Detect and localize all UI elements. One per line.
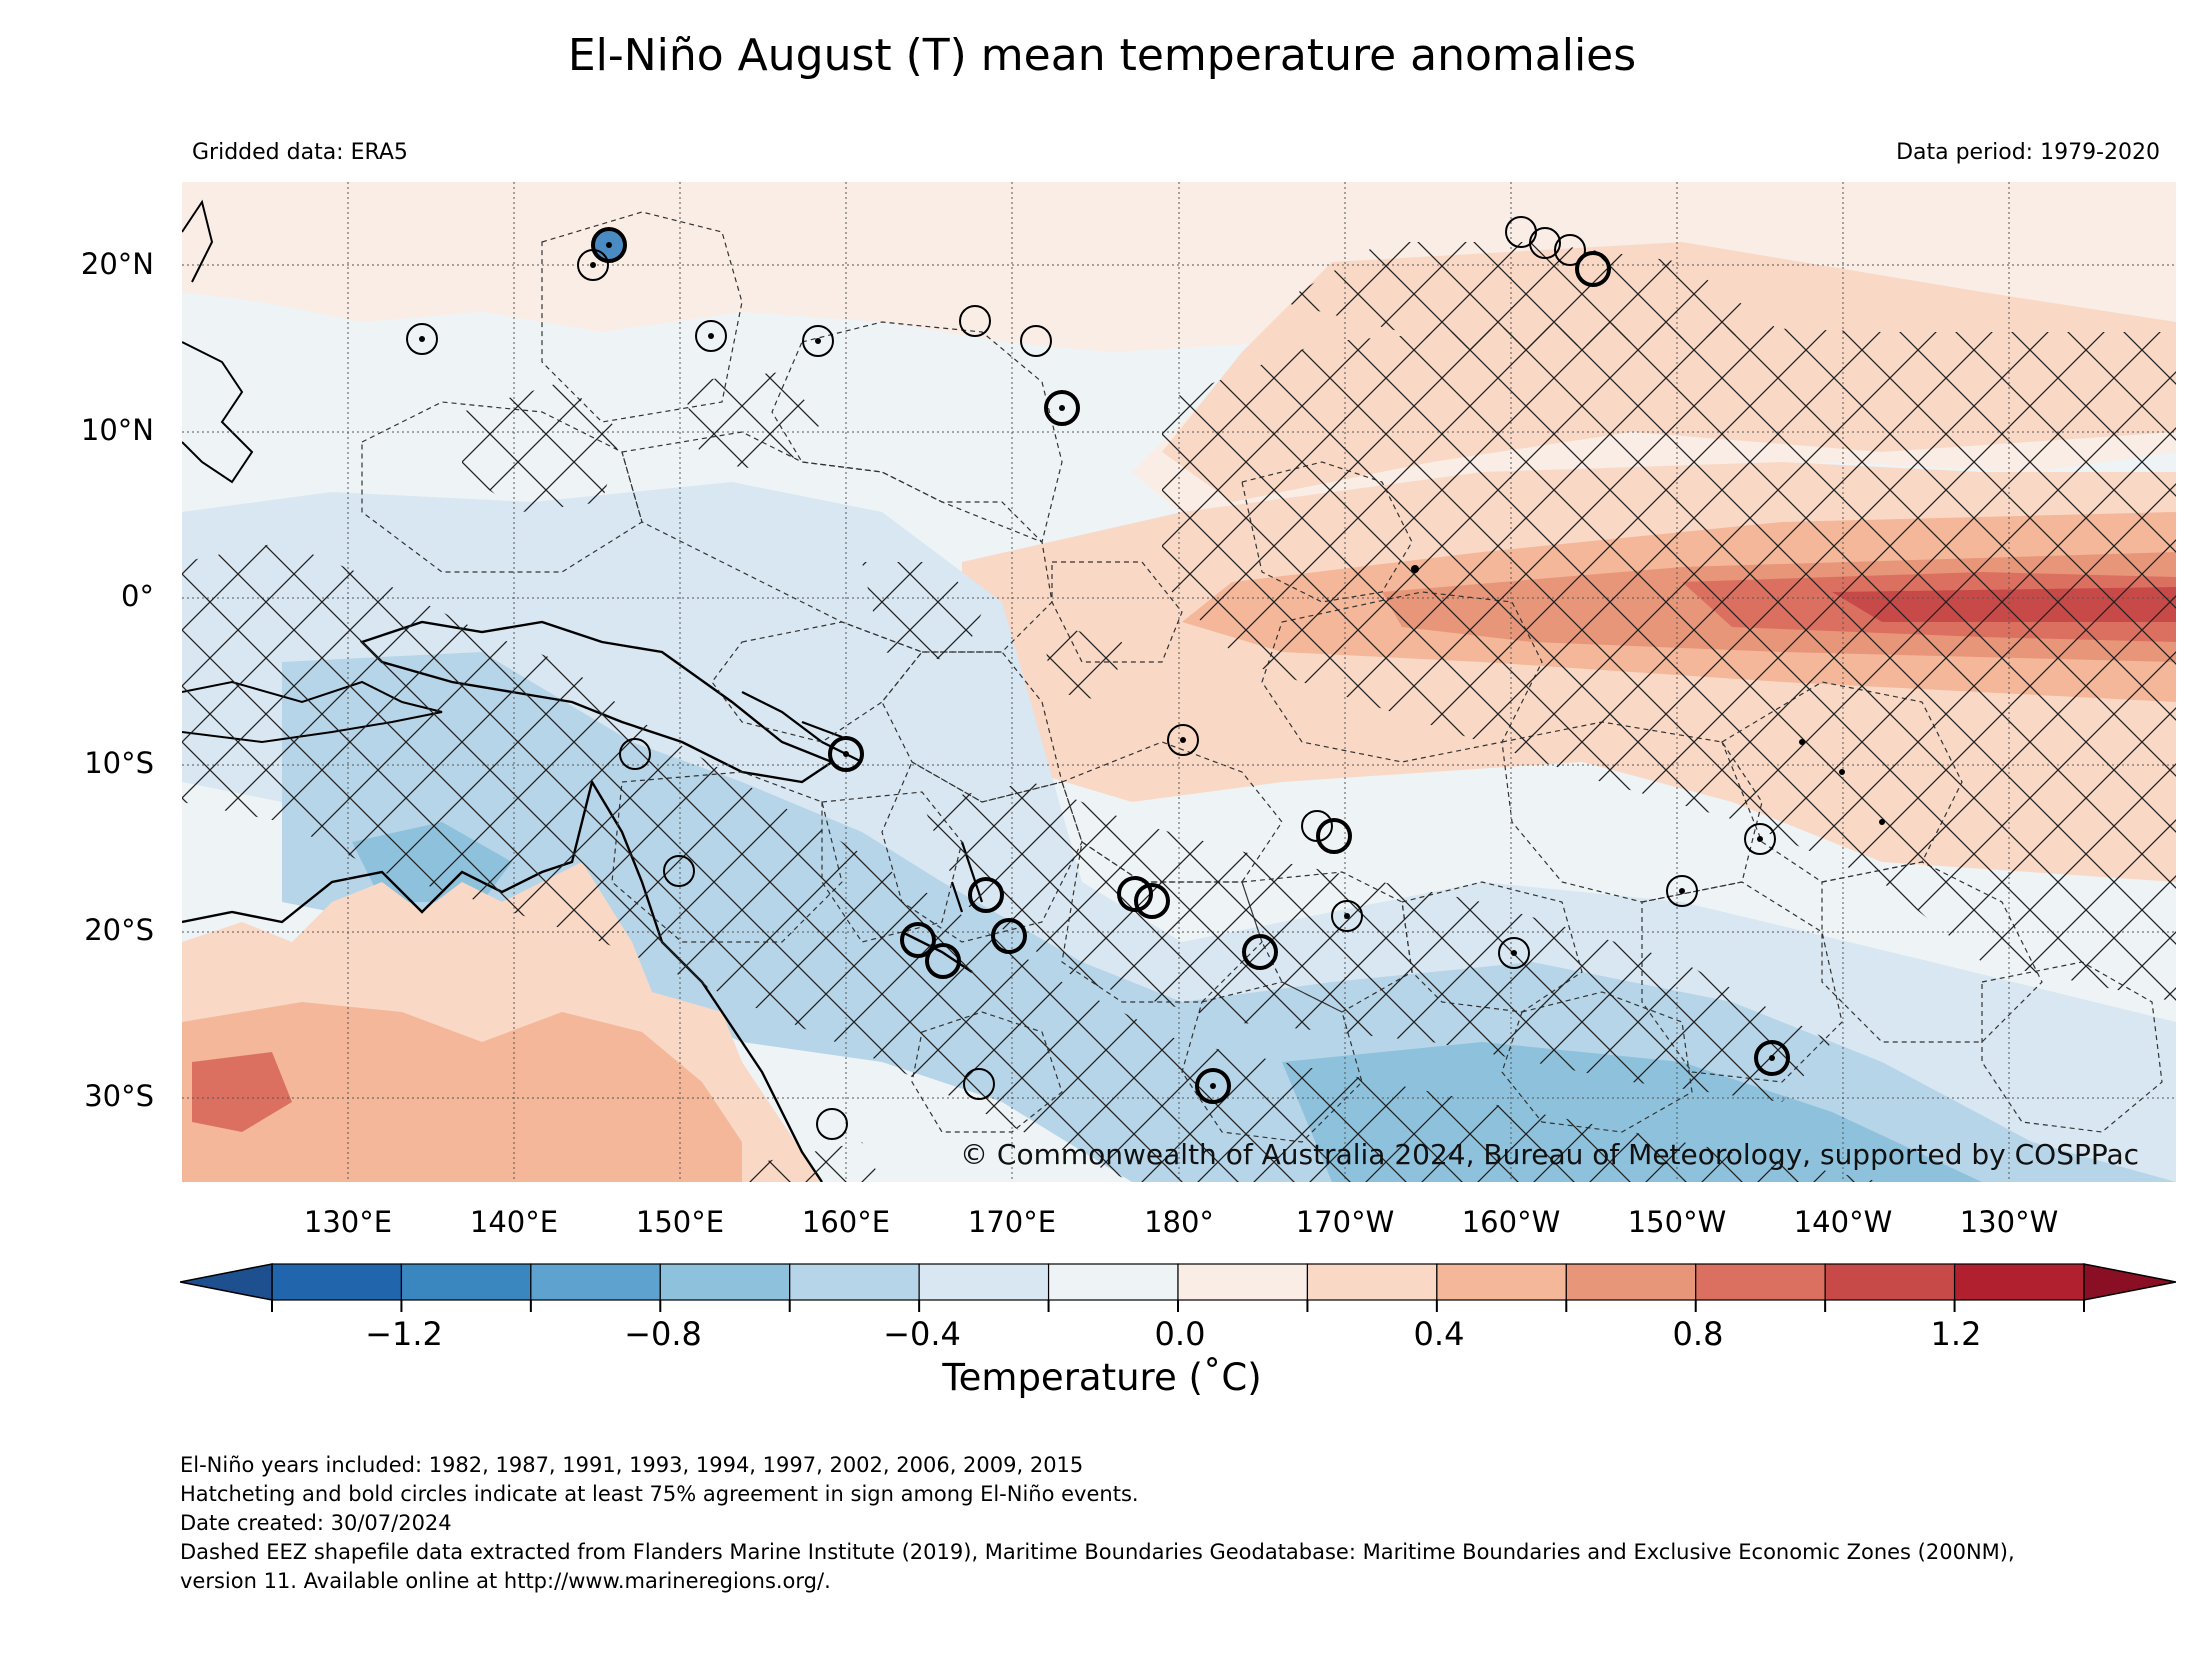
colorbar-bin [1824, 1263, 1956, 1301]
lon-label: 170°W [1295, 1205, 1395, 1239]
island-marker [816, 1108, 848, 1140]
footnote-date: Date created: 30/07/2024 [180, 1511, 452, 1535]
colorbar-tick-label: 0.4 [1413, 1315, 1465, 1353]
island-marker [1744, 823, 1776, 855]
lon-label: 160°E [801, 1205, 891, 1239]
island-marker-bold [968, 877, 1004, 913]
agreement-hatching [182, 242, 2176, 1182]
lon-label: 150°W [1627, 1205, 1727, 1239]
island-marker-bold [900, 922, 936, 958]
colorbar-bin [1047, 1263, 1179, 1301]
colorbar-label: Temperature (˚C) [942, 1356, 1262, 1399]
colorbar-under-arrow [180, 1263, 273, 1301]
lon-label: 140°W [1793, 1205, 1893, 1239]
colorbar-tick-label: −0.4 [883, 1315, 961, 1353]
colorbar-tick-label: 0.0 [1154, 1315, 1206, 1353]
island-marker [959, 305, 991, 337]
island-marker [1666, 875, 1698, 907]
solomon-islands [741, 691, 863, 763]
footnote-eez-source: Dashed EEZ shapefile data extracted from… [180, 1540, 2015, 1564]
island-marker [1498, 937, 1530, 969]
colorbar-bin [1565, 1263, 1697, 1301]
lon-label: 170°E [967, 1205, 1057, 1239]
lat-label-30s: 30°S [84, 1079, 154, 1113]
island-marker-bold [1754, 1040, 1790, 1076]
lon-label: 140°E [469, 1205, 559, 1239]
colorbar-bin [659, 1263, 791, 1301]
lat-label-10s: 10°S [84, 746, 154, 780]
gridded-data-label: Gridded data: ERA5 [192, 140, 408, 165]
colorbar-tick-label: 0.8 [1672, 1315, 1724, 1353]
lon-label: 150°E [635, 1205, 725, 1239]
lon-label: 160°W [1461, 1205, 1561, 1239]
island-marker [619, 738, 651, 770]
island-marker [1554, 234, 1586, 266]
island-marker [963, 1068, 995, 1100]
island-marker [802, 325, 834, 357]
island-marker-bold [991, 918, 1027, 954]
lon-label: 130°E [303, 1205, 393, 1239]
colorbar-tick-label: −0.8 [624, 1315, 702, 1353]
footnote-hatching: Hatcheting and bold circles indicate at … [180, 1482, 1139, 1506]
lon-label: 180° [1144, 1205, 1214, 1239]
island-marker-bold [1195, 1068, 1231, 1104]
colorbar [180, 1263, 2176, 1312]
colorbar-tick-label: 1.2 [1930, 1315, 1982, 1353]
island-marker [1167, 724, 1199, 756]
island-marker-bold [1242, 934, 1278, 970]
island-marker [577, 249, 609, 281]
colorbar-bin [400, 1263, 532, 1301]
lat-label-10n: 10°N [80, 413, 154, 447]
island-marker-bold [925, 943, 961, 979]
island-marker-bold [1575, 251, 1611, 287]
data-period-label: Data period: 1979-2020 [1896, 140, 2160, 165]
island-marker-bold [1044, 390, 1080, 426]
island-dots [419, 242, 1885, 1089]
island-marker-bold [828, 736, 864, 772]
island-marker [1529, 227, 1561, 259]
island-marker [663, 855, 695, 887]
colorbar-bins [271, 1263, 2085, 1301]
colorbar-bin [1436, 1263, 1567, 1301]
copyright-notice: © Commonwealth of Australia 2024, Bureau… [960, 1138, 2140, 1171]
anomaly-map [182, 182, 2176, 1182]
lat-label-20s: 20°S [84, 913, 154, 947]
philippines-coast [182, 199, 254, 484]
australia-warm-core [182, 1002, 742, 1182]
colorbar-bin [1695, 1263, 1826, 1301]
map-title: El-Niño August (T) mean temperature anom… [567, 30, 1637, 81]
colorbar-bin [789, 1263, 920, 1301]
lat-label-equator: 0° [121, 579, 154, 613]
island-marker-bold [1117, 876, 1153, 912]
island-marker [695, 320, 727, 352]
colorbar-bin [918, 1263, 1050, 1301]
footnote-years: El-Niño years included: 1982, 1987, 1991… [180, 1453, 1084, 1477]
lat-label-20n: 20°N [80, 247, 154, 281]
colorbar-bin [1953, 1263, 2085, 1301]
colorbar-bin [1306, 1263, 1438, 1301]
colorbar-tick-label: −1.2 [365, 1315, 443, 1353]
island-marker [406, 323, 438, 355]
colorbar-over-arrow [2083, 1263, 2176, 1301]
island-marker-bold [1316, 818, 1352, 854]
footnote-eez-url: version 11. Available online at http://w… [180, 1569, 831, 1593]
island-marker [1331, 900, 1363, 932]
lon-label: 130°W [1959, 1205, 2059, 1239]
colorbar-bin [1177, 1263, 1309, 1301]
australia-warm-hot [192, 1052, 292, 1132]
colorbar-bin [530, 1263, 661, 1301]
island-marker [1020, 325, 1052, 357]
island-marker-bold [1134, 883, 1170, 919]
colorbar-bin [271, 1263, 403, 1301]
island-markers [406, 216, 1790, 1140]
